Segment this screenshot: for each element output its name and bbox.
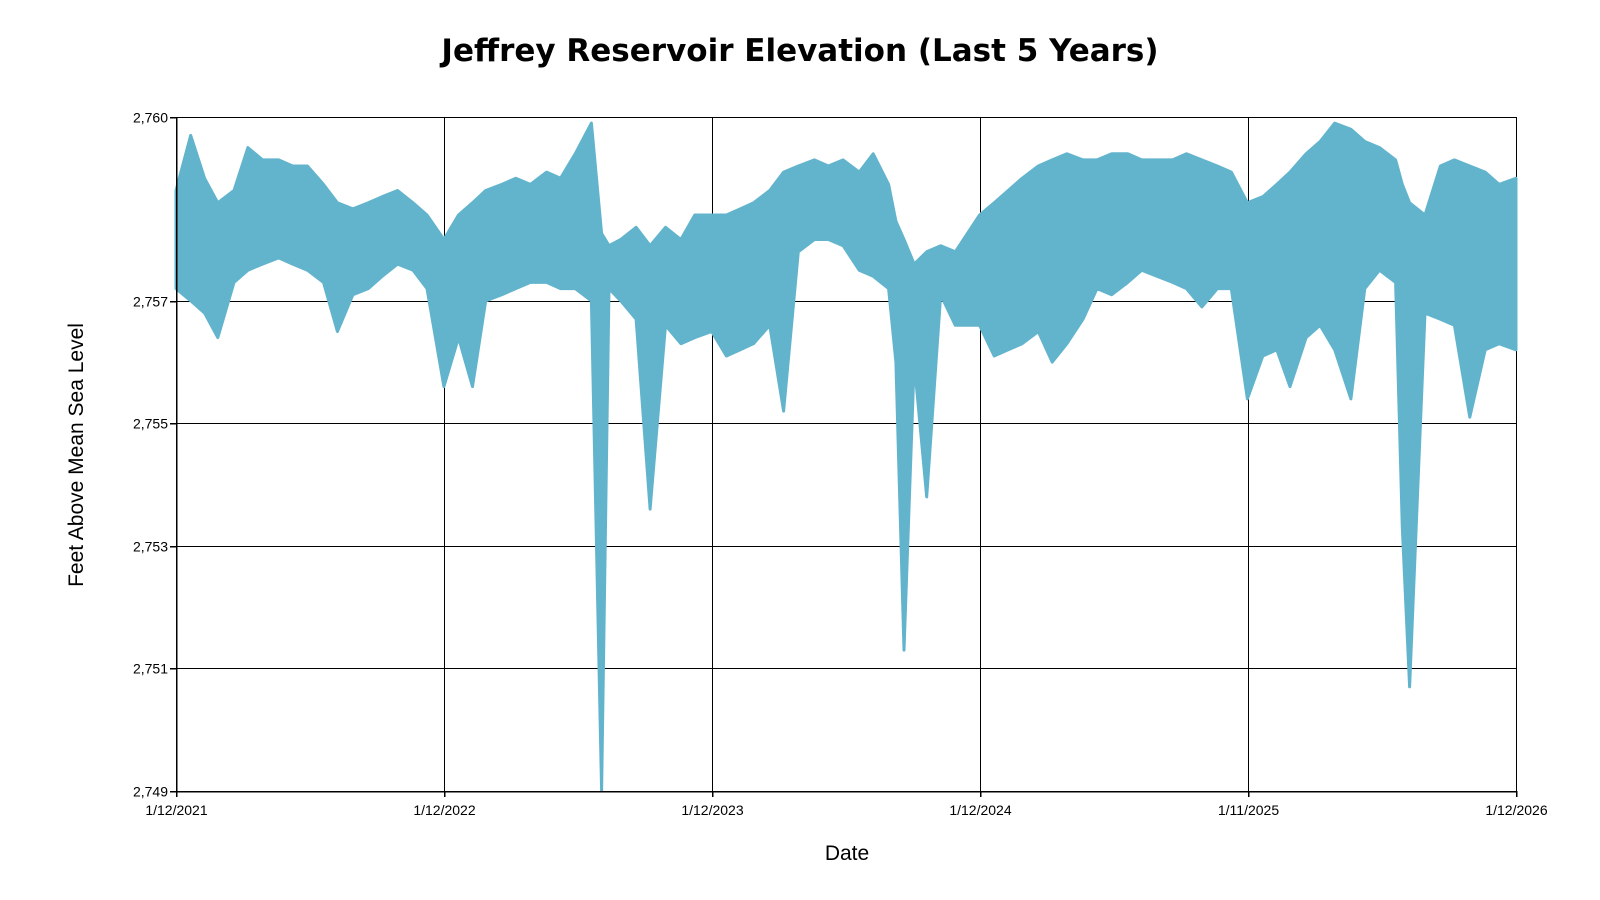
chart-title: Jeffrey Reservoir Elevation (Last 5 Year… <box>439 33 1158 69</box>
series-area-group <box>174 121 1518 793</box>
elevation-series-area <box>174 121 1518 793</box>
x-tick-label: 1/12/2023 <box>681 802 743 818</box>
x-tick-label: 1/11/2025 <box>1218 802 1279 818</box>
y-tick-label: 2,749 <box>133 784 168 800</box>
tick-labels: 2,749 2,751 2,753 2,755 2,757 2,760 1/12/2021 1… <box>133 110 1548 819</box>
y-tick-label: 2,757 <box>133 294 168 310</box>
x-tick-label: 1/12/2022 <box>413 802 475 818</box>
y-tick-label: 2,755 <box>133 416 168 432</box>
y-tick-label: 2,760 <box>133 110 168 126</box>
y-tick-label: 2,751 <box>133 661 168 677</box>
x-tick-label: 1/12/2024 <box>949 802 1011 818</box>
axes <box>170 116 1518 797</box>
x-axis-label: Date <box>825 842 869 865</box>
x-tick-label: 1/12/2026 <box>1485 802 1547 818</box>
y-tick-label: 2,753 <box>133 539 168 555</box>
y-axis-label: Feet Above Mean Sea Level <box>65 323 88 587</box>
x-tick-label: 1/12/2021 <box>145 802 207 818</box>
